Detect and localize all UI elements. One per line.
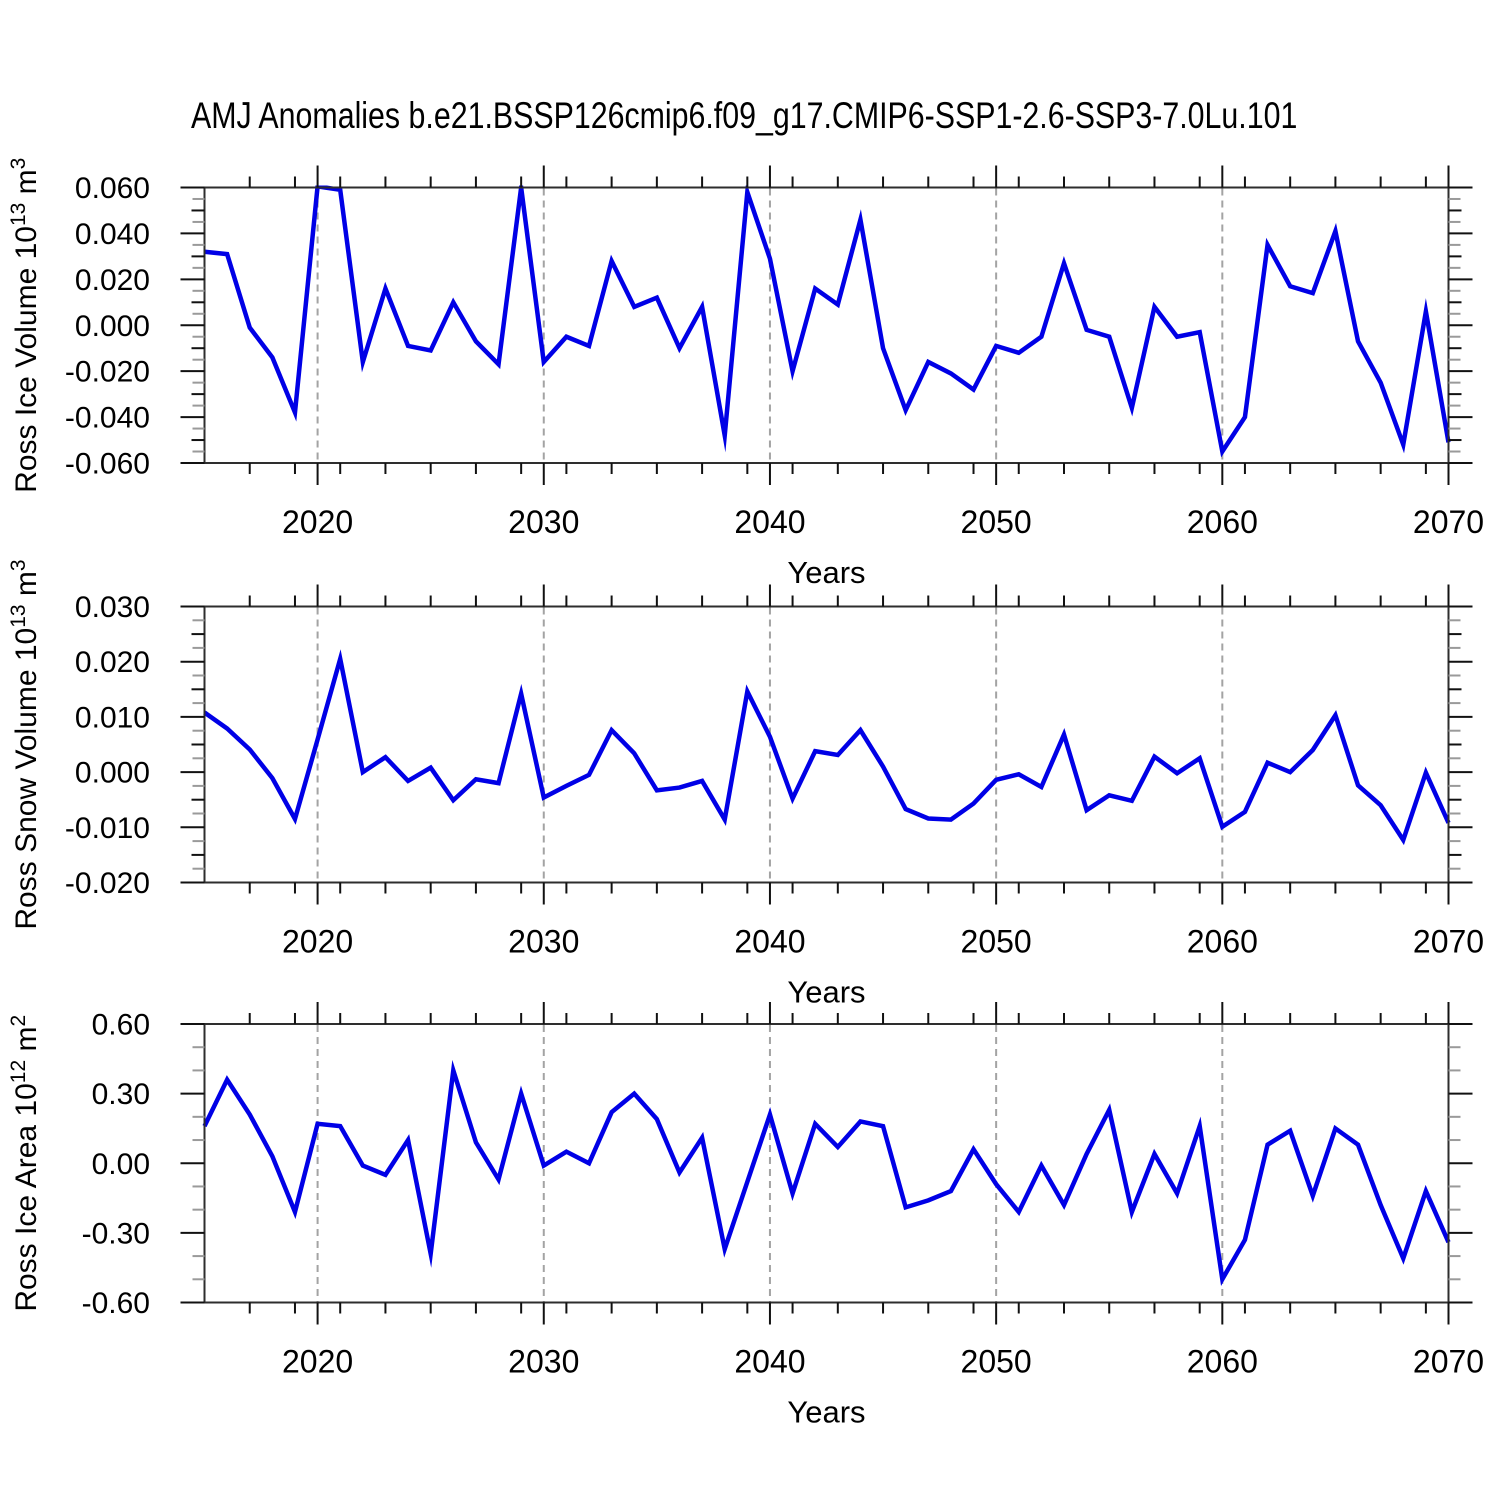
plot-frame <box>203 186 1450 464</box>
x-tick-label: 2030 <box>508 924 579 960</box>
x-axis-title: Years <box>787 975 865 1010</box>
y-tick-label: 0.000 <box>75 310 150 343</box>
x-tick-label: 2020 <box>282 924 353 960</box>
y-tick-label: 0.030 <box>75 591 150 624</box>
x-tick-label: 2060 <box>1187 924 1258 960</box>
x-tick-label: 2070 <box>1413 504 1484 540</box>
x-tick-label: 2040 <box>734 504 805 540</box>
y-tick-label: 0.30 <box>92 1078 150 1111</box>
y-tick-label: 0.020 <box>75 264 150 297</box>
x-tick-label: 2070 <box>1413 1344 1484 1380</box>
y-tick-label: 0.60 <box>92 1009 150 1042</box>
series-line <box>202 1059 1451 1287</box>
y-tick-label: -0.010 <box>65 812 150 845</box>
y-tick-label: -0.60 <box>82 1287 150 1320</box>
x-tick-label: 2050 <box>961 1344 1032 1380</box>
y-tick-label: 0.000 <box>75 757 150 790</box>
y-tick-label: 0.060 <box>75 172 150 205</box>
y-axis-title: Ross Ice Volume 1013 m3 <box>7 158 43 493</box>
x-tick-label: 2060 <box>1187 504 1258 540</box>
plot-frame <box>203 605 1450 884</box>
y-axis-title: Ross Snow Volume 1013 m3 <box>7 559 43 929</box>
x-tick-label: 2030 <box>508 1344 579 1380</box>
x-tick-label: 2070 <box>1413 924 1484 960</box>
y-tick-label: -0.30 <box>82 1217 150 1250</box>
x-tick-label: 2030 <box>508 504 579 540</box>
subplot-ross-snow-volume: 2020 2030 2040 2050 2060 2070 -0.020 -0.010 0.00… <box>7 559 1484 1009</box>
y-tick-label: 0.040 <box>75 218 150 251</box>
y-tick-label: -0.020 <box>65 867 150 900</box>
x-tick-label: 2050 <box>961 504 1032 540</box>
y-axis-title: Ross Ice Area 1012 m2 <box>7 1015 43 1312</box>
x-tick-label: 2040 <box>734 1344 805 1380</box>
y-tick-label: 0.020 <box>75 646 150 679</box>
subplot-ross-ice-volume: 2020 2030 2040 2050 2060 2070 -0.060 -0.040 -0.0… <box>7 158 1484 590</box>
x-tick-label: 2020 <box>282 504 353 540</box>
y-tick-label: -0.040 <box>65 402 150 435</box>
x-axis-title: Years <box>787 555 865 590</box>
figure-title: AMJ Anomalies b.e21.BSSP126cmip6.f09_g17… <box>191 95 1298 136</box>
x-axis-title: Years <box>787 1395 865 1430</box>
x-tick-label: 2040 <box>734 924 805 960</box>
y-tick-label: -0.020 <box>65 356 150 389</box>
x-tick-label: 2050 <box>961 924 1032 960</box>
series-line <box>203 649 1451 846</box>
x-tick-label: 2020 <box>282 1344 353 1380</box>
y-tick-label: 0.010 <box>75 701 150 734</box>
x-tick-label: 2060 <box>1187 1344 1258 1380</box>
subplot-ross-ice-area: 2020 2030 2040 2050 2060 2070 -0.60 -0.30 0.00 0.… <box>7 1002 1484 1430</box>
series-line <box>204 185 1451 458</box>
y-tick-label: -0.060 <box>65 448 150 481</box>
y-tick-label: 0.00 <box>92 1148 150 1181</box>
